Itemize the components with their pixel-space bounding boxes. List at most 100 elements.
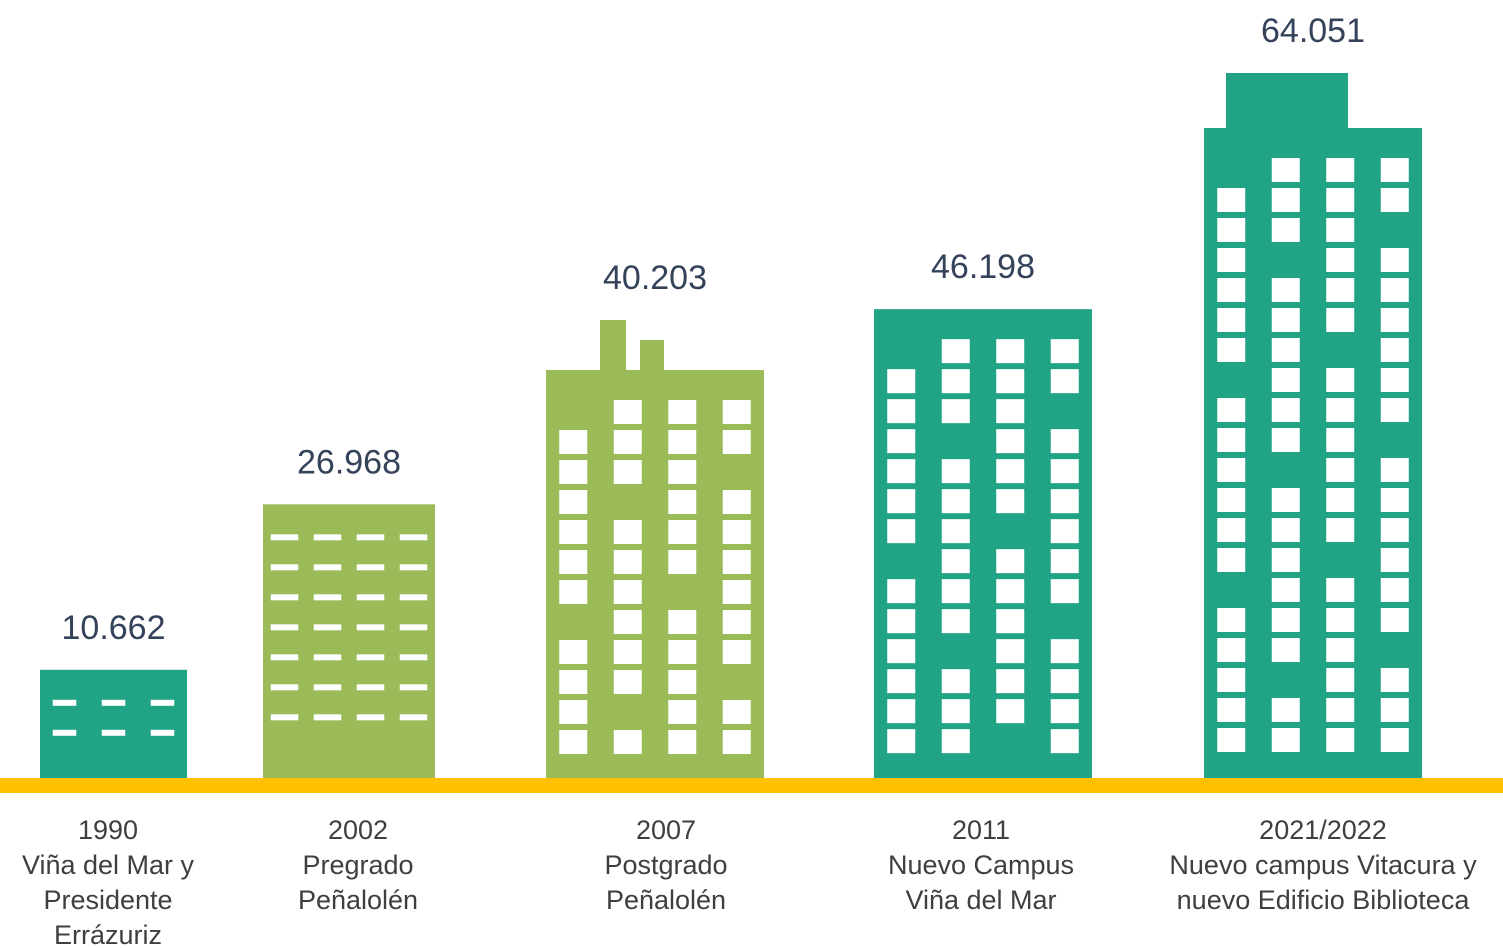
window [942, 519, 970, 543]
window [1381, 158, 1409, 182]
window [1326, 488, 1354, 512]
window [559, 730, 587, 754]
window [1381, 698, 1409, 722]
building [40, 670, 187, 778]
window [614, 460, 642, 484]
window [942, 609, 970, 633]
window [996, 579, 1024, 603]
window [942, 729, 970, 753]
window [1272, 218, 1300, 242]
window [271, 564, 299, 570]
window [942, 669, 970, 693]
window [668, 400, 696, 424]
window [723, 580, 751, 604]
window [1272, 698, 1300, 722]
category-description: Peñalolén [298, 885, 418, 915]
window [668, 640, 696, 664]
window [559, 460, 587, 484]
category-label: 2007 [636, 815, 696, 845]
window [559, 520, 587, 544]
category-label: 2021/2022 [1259, 815, 1387, 845]
category-label: 2002 [328, 815, 388, 845]
window [668, 430, 696, 454]
window [1381, 488, 1409, 512]
window [559, 640, 587, 664]
window [1381, 338, 1409, 362]
window [1381, 248, 1409, 272]
window [314, 624, 342, 630]
window [559, 490, 587, 514]
penthouse [1226, 73, 1348, 128]
window [1051, 699, 1079, 723]
window [357, 534, 385, 540]
window [1217, 458, 1245, 482]
chart: 10.6621990Viña del Mar yPresidenteErrázu… [0, 0, 1503, 948]
window [1272, 308, 1300, 332]
window [996, 399, 1024, 423]
window [723, 400, 751, 424]
window [1381, 728, 1409, 752]
window [887, 369, 915, 393]
window [1272, 548, 1300, 572]
window [668, 730, 696, 754]
window [723, 430, 751, 454]
window [668, 550, 696, 574]
window [314, 564, 342, 570]
building [263, 504, 435, 778]
category-label: 1990 [78, 815, 138, 845]
category-description: Nuevo Campus [888, 850, 1074, 880]
window [559, 700, 587, 724]
window [996, 339, 1024, 363]
window [1217, 188, 1245, 212]
window [996, 429, 1024, 453]
window [559, 430, 587, 454]
window [996, 699, 1024, 723]
window [1272, 608, 1300, 632]
window [1272, 518, 1300, 542]
window [357, 594, 385, 600]
window [1217, 488, 1245, 512]
window [723, 700, 751, 724]
window [614, 400, 642, 424]
window [1051, 459, 1079, 483]
window [723, 730, 751, 754]
category-description: Errázuriz [54, 920, 162, 948]
window [1272, 488, 1300, 512]
window [614, 430, 642, 454]
window [357, 654, 385, 660]
window [314, 654, 342, 660]
window [1272, 278, 1300, 302]
window [614, 640, 642, 664]
window [559, 550, 587, 574]
window [942, 489, 970, 513]
window [314, 714, 342, 720]
window [271, 534, 299, 540]
category-description: Postgrado [604, 850, 727, 880]
window [614, 580, 642, 604]
value-label: 64.051 [1261, 12, 1365, 50]
window [942, 579, 970, 603]
window [1051, 429, 1079, 453]
window [357, 564, 385, 570]
window [1381, 518, 1409, 542]
window [614, 730, 642, 754]
window [942, 339, 970, 363]
category-description: Viña del Mar y [22, 850, 195, 880]
window [1326, 668, 1354, 692]
window [400, 534, 428, 540]
window [1217, 548, 1245, 572]
window [559, 670, 587, 694]
category-description: nuevo Edificio Biblioteca [1177, 885, 1471, 915]
window [1272, 188, 1300, 212]
window [271, 684, 299, 690]
window [559, 580, 587, 604]
window [102, 700, 126, 706]
category-description: Viña del Mar [905, 885, 1056, 915]
window [1272, 428, 1300, 452]
window [668, 610, 696, 634]
window [1217, 248, 1245, 272]
value-label: 26.968 [297, 443, 401, 481]
window [1272, 728, 1300, 752]
window [357, 714, 385, 720]
window [1326, 428, 1354, 452]
